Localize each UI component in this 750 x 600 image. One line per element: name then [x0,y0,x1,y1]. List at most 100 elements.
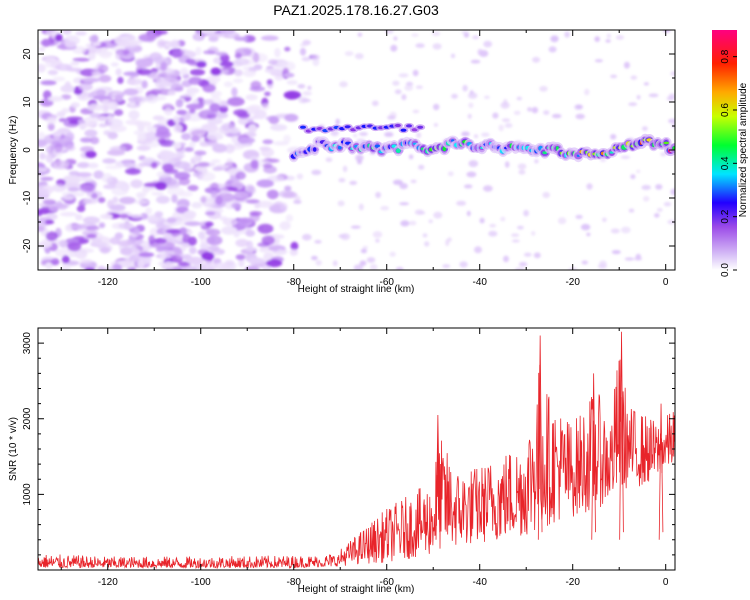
noise-speckle [109,204,126,211]
noise-speckle [539,85,548,92]
noise-speckle [135,58,153,68]
noise-speckle [503,255,509,263]
noise-speckle [264,91,271,97]
noise-speckle [648,93,659,98]
colorbar-tick-label: 0.2 [720,209,731,223]
noise-speckle [62,175,81,185]
noise-speckle [207,245,220,251]
noise-speckle [172,49,181,59]
noise-speckle [468,92,478,99]
noise-speckle [422,233,428,238]
noise-speckle [468,160,479,168]
noise-speckle [198,171,216,182]
noise-speckle [474,246,482,254]
noise-speckle [60,84,75,93]
noise-speckle [79,177,93,182]
noise-speckle [621,226,631,234]
noise-speckle [91,71,101,79]
noise-speckle [234,69,243,77]
noise-speckle [575,104,583,109]
noise-speckle [245,94,258,101]
noise-speckle [550,35,559,43]
noise-speckle [227,97,245,107]
noise-speckle [412,109,420,114]
noise-speckle [389,251,396,257]
noise-speckle [106,115,114,123]
noise-speckle [315,260,322,266]
noise-speckle [370,264,378,270]
noise-speckle [418,164,425,170]
noise-speckle [483,95,490,100]
noise-speckle [245,229,256,237]
snr-spike [619,331,624,540]
noise-speckle [152,56,167,64]
noise-speckle [274,75,284,81]
noise-speckle [96,50,114,57]
noise-speckle [599,260,607,268]
noise-speckle [236,217,255,227]
noise-speckle [594,36,600,42]
noise-speckle [91,238,103,244]
noise-speckle [54,33,63,42]
y-tick-label: 20 [22,48,33,60]
noise-speckle [90,136,100,145]
noise-speckle [433,123,438,127]
noise-speckle [166,217,177,224]
noise-speckle [138,33,156,42]
noise-speckle [152,115,165,121]
noise-speckle [355,154,364,162]
noise-speckle [207,132,224,141]
noise-speckle [542,191,550,199]
noise-speckle [581,260,589,265]
signal-blob [395,148,401,154]
noise-speckle [150,161,158,169]
noise-speckle [375,191,381,199]
noise-speckle [245,199,261,204]
noise-speckle [299,47,307,56]
noise-speckle [279,221,291,231]
noise-speckle [606,33,612,39]
snr-spike [435,414,441,540]
x-tick-label: -120 [98,577,118,588]
noise-speckle [424,241,430,247]
noise-speckle [39,152,46,160]
noise-speckle [447,171,454,177]
noise-speckle [93,95,111,100]
y-tick-label: -20 [22,238,33,253]
noise-speckle [523,252,532,257]
noise-speckle [45,30,61,36]
noise-speckle [76,205,86,213]
noise-speckle [209,103,221,112]
noise-speckle [472,35,479,40]
noise-speckle [111,186,129,196]
noise-speckle [262,139,274,145]
snr-spike [658,403,664,540]
noise-speckle [256,200,274,208]
noise-speckle [656,207,663,212]
chart-title: PAZ1.2025.178.16.27.G03 [273,2,439,18]
noise-speckle [65,144,76,152]
noise-speckle [193,154,202,162]
x-tick-label: -40 [472,277,487,288]
noise-speckle [299,43,308,47]
noise-speckle [248,257,265,264]
noise-speckle [302,91,312,96]
noise-speckle [206,76,221,83]
noise-speckle [87,103,105,111]
noise-speckle [143,131,160,141]
noise-speckle [551,113,562,119]
noise-speckle [392,179,403,185]
x-tick-label: 0 [663,277,669,288]
noise-speckle [219,69,229,74]
noise-speckle [47,96,64,102]
noise-speckle [93,170,104,179]
noise-speckle [143,182,160,188]
noise-speckle [47,122,55,131]
noise-speckle [543,110,550,115]
noise-speckle [257,223,274,234]
noise-speckle [514,267,525,270]
noise-speckle [215,51,228,57]
noise-speckle [518,262,528,267]
noise-speckle [256,179,274,188]
noise-speckle [643,196,650,202]
